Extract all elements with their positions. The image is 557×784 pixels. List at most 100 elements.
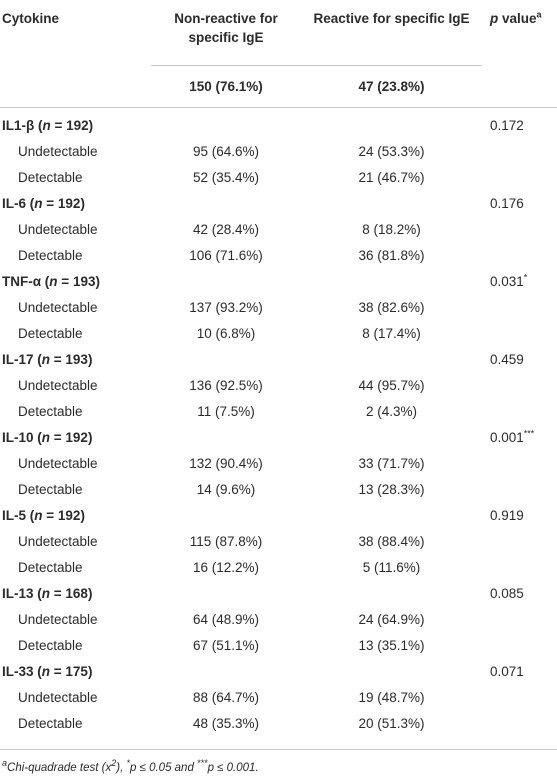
reactive-value: 2 (4.3%) (365, 403, 418, 419)
total-reactive: 47 (23.8%) (358, 79, 425, 94)
row-label: Undetectable (18, 611, 98, 627)
group-row: IL-17 (n = 193) 0.459 (0, 346, 557, 372)
non-reactive-value: 137 (93.2%) (189, 299, 263, 315)
reactive-value: 38 (88.4%) (358, 533, 425, 549)
cytokine-name: IL-5 (n = 192) (2, 507, 85, 523)
non-reactive-value: 48 (35.3%) (192, 715, 260, 731)
table-row: Undetectable 132 (90.4%) 33 (71.7%) (0, 450, 557, 476)
reactive-value: 24 (53.3%) (358, 143, 425, 159)
cytokine-name: IL-13 (n = 168) (2, 585, 93, 601)
non-reactive-value: 14 (9.6%) (196, 481, 256, 497)
reactive-value: 36 (81.8%) (358, 247, 425, 263)
header-p-rest: value (498, 11, 537, 26)
bottom-rule (0, 749, 557, 750)
table-row: Detectable 16 (12.2%) 5 (11.6%) (0, 554, 557, 580)
non-reactive-value: 132 (90.4%) (189, 455, 263, 471)
row-label: Undetectable (18, 689, 98, 705)
table-row: Detectable 106 (71.6%) 36 (81.8%) (0, 242, 557, 268)
group-row: IL-33 (n = 175) 0.071 (0, 658, 557, 684)
non-reactive-value: 106 (71.6%) (189, 247, 263, 263)
significance-marker: *** (523, 428, 535, 438)
table-row: Detectable 52 (35.4%) 21 (46.7%) (0, 164, 557, 190)
p-value: 0.176 (490, 195, 524, 211)
table-row: Undetectable 137 (93.2%) 38 (82.6%) (0, 294, 557, 320)
total-non-reactive: 150 (76.1%) (189, 79, 263, 94)
row-label: Detectable (18, 559, 83, 575)
row-label: Undetectable (18, 377, 98, 393)
row-label: Detectable (18, 247, 83, 263)
header-p-value: p valuea (482, 0, 557, 66)
group-row: TNF-α (n = 193) 0.031* (0, 268, 557, 294)
p-value: 0.459 (490, 351, 524, 367)
non-reactive-value: 136 (92.5%) (189, 377, 263, 393)
group-row: IL-13 (n = 168) 0.085 (0, 580, 557, 606)
row-label: Undetectable (18, 533, 98, 549)
reactive-value: 13 (28.3%) (358, 481, 425, 497)
reactive-value: 8 (18.2%) (362, 221, 421, 237)
cytokine-table: Cytokine Non-reactive for specific IgE R… (0, 0, 557, 737)
header-reactive: Reactive for specific IgE (301, 0, 482, 66)
significance-marker: * (523, 272, 528, 282)
totals-row: 150 (76.1%) 47 (23.8%) (0, 66, 557, 108)
non-reactive-value: 88 (64.7%) (192, 689, 260, 705)
non-reactive-value: 16 (12.2%) (192, 559, 260, 575)
row-label: Detectable (18, 403, 83, 419)
p-value: 0.001*** (490, 428, 535, 445)
reactive-value: 44 (95.7%) (358, 377, 425, 393)
reactive-value: 21 (46.7%) (358, 169, 425, 185)
cytokine-name: IL-6 (n = 192) (2, 195, 85, 211)
header-non-reactive: Non-reactive for specific IgE (151, 0, 301, 66)
cytokine-name: IL-33 (n = 175) (2, 663, 93, 679)
reactive-value: 5 (11.6%) (362, 559, 421, 575)
cytokine-name: IL-10 (n = 192) (2, 429, 93, 445)
reactive-value: 38 (82.6%) (358, 299, 425, 315)
row-label: Detectable (18, 325, 83, 341)
row-label: Detectable (18, 715, 83, 731)
row-label: Detectable (18, 637, 83, 653)
non-reactive-value: 11 (7.5%) (197, 403, 255, 419)
row-label: Undetectable (18, 299, 98, 315)
row-label: Undetectable (18, 221, 98, 237)
table-row: Undetectable 64 (48.9%) 24 (64.9%) (0, 606, 557, 632)
group-row: IL1-β (n = 192) 0.172 (0, 107, 557, 138)
table-row: Detectable 10 (6.8%) 8 (17.4%) (0, 320, 557, 346)
p-value: 0.031* (490, 272, 528, 289)
reactive-value: 8 (17.4%) (362, 325, 421, 341)
table-row: Detectable 67 (51.1%) 13 (35.1%) (0, 632, 557, 658)
reactive-value: 13 (35.1%) (358, 637, 425, 653)
cytokine-name: TNF-α (n = 193) (2, 273, 100, 289)
group-row: IL-10 (n = 192) 0.001*** (0, 424, 557, 450)
reactive-value: 24 (64.9%) (358, 611, 425, 627)
non-reactive-value: 67 (51.1%) (192, 637, 260, 653)
non-reactive-value: 42 (28.4%) (192, 221, 260, 237)
reactive-value: 19 (48.7%) (358, 689, 425, 705)
group-row: IL-6 (n = 192) 0.176 (0, 190, 557, 216)
non-reactive-value: 10 (6.8%) (196, 325, 256, 341)
header-p-italic: p (490, 11, 499, 26)
p-value: 0.085 (490, 585, 524, 601)
non-reactive-value: 115 (87.8%) (189, 533, 263, 549)
p-value: 0.071 (490, 663, 524, 679)
table-row: Undetectable 115 (87.8%) 38 (88.4%) (0, 528, 557, 554)
header-cytokine: Cytokine (2, 11, 60, 26)
reactive-value: 20 (51.3%) (358, 715, 425, 731)
non-reactive-value: 95 (64.6%) (192, 143, 260, 159)
group-row: IL-5 (n = 192) 0.919 (0, 502, 557, 528)
reactive-value: 33 (71.7%) (358, 455, 425, 471)
footnote: aChi-quadrade test (x2), *p ≤ 0.05 and *… (2, 758, 259, 774)
table-row: Undetectable 136 (92.5%) 44 (95.7%) (0, 372, 557, 398)
cytokine-name: IL1-β (n = 192) (0, 107, 151, 138)
table-body: IL1-β (n = 192) 0.172 Undetectable 95 (64.6… (0, 107, 557, 737)
table-row: Detectable 11 (7.5%) 2 (4.3%) (0, 398, 557, 424)
row-label: Undetectable (18, 455, 98, 471)
table-row: Undetectable 95 (64.6%) 24 (53.3%) (0, 138, 557, 164)
table-row: Undetectable 88 (64.7%) 19 (48.7%) (0, 684, 557, 710)
non-reactive-value: 52 (35.4%) (192, 169, 260, 185)
table-row: Detectable 14 (9.6%) 13 (28.3%) (0, 476, 557, 502)
header-p-sup: a (536, 9, 542, 20)
p-value: 0.172 (482, 107, 557, 138)
p-value: 0.919 (490, 507, 524, 523)
row-label: Detectable (18, 481, 83, 497)
table-row: Detectable 48 (35.3%) 20 (51.3%) (0, 710, 557, 736)
